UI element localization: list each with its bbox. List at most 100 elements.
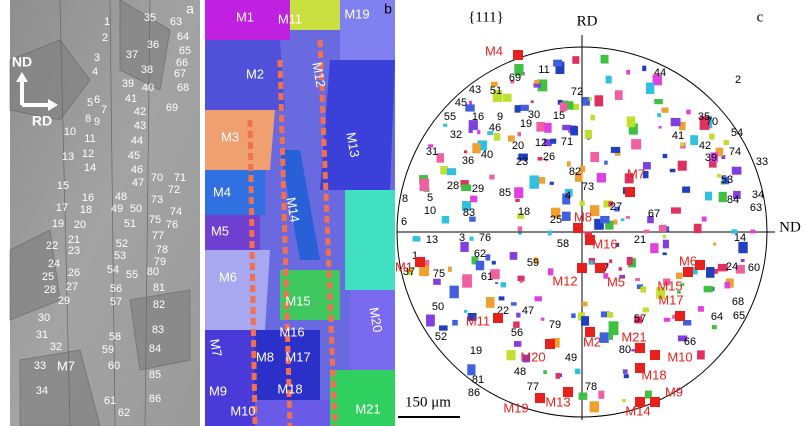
orientation-dot: [654, 99, 663, 104]
grain-label: 16: [472, 111, 484, 123]
grain-label: 59: [102, 344, 114, 356]
orientation-dot: [426, 315, 435, 327]
grain-label: 43: [134, 120, 146, 132]
grain-label: 20: [74, 219, 86, 231]
grain-label: 39: [122, 78, 134, 90]
grain-label: 48: [115, 191, 127, 203]
grain-label: 47: [132, 177, 144, 189]
orientation-dot: [597, 173, 606, 182]
grain-label: 31: [426, 146, 438, 158]
orientation-dot: [644, 230, 650, 234]
grain-label: 86: [149, 393, 161, 405]
grain-label: 84: [727, 194, 739, 206]
marked-grain-pole: [625, 187, 635, 197]
marked-grain-label: M8: [574, 209, 592, 224]
grain-label: 65: [179, 45, 191, 57]
grain-label: 85: [149, 369, 161, 381]
grain-label: 24: [726, 261, 738, 273]
grain-label: 14: [84, 162, 96, 174]
grain-label: 17: [56, 202, 68, 214]
orientation-dot: [590, 401, 599, 412]
marked-grain-label: M12: [552, 273, 577, 288]
orientation-dot: [622, 399, 626, 402]
orientation-dot: [476, 261, 484, 271]
orientation-dot: [624, 374, 629, 378]
grain-label: 71: [174, 172, 186, 184]
grain-label: 53: [114, 250, 126, 262]
orientation-dot: [661, 107, 668, 112]
grain-label: 18: [80, 204, 92, 216]
grain-label: 28: [44, 284, 56, 296]
grain-label: 23: [68, 245, 80, 257]
orientation-dot: [631, 349, 635, 351]
grain-label: 68: [177, 82, 189, 94]
grain-label: M3: [221, 129, 239, 144]
orientation-dot: [671, 118, 681, 126]
orientation-dot: [672, 315, 675, 319]
grain-label: 45: [455, 97, 467, 109]
grain-label: 72: [168, 184, 180, 196]
grain-label: M10: [230, 403, 255, 418]
grain-label: 41: [672, 130, 684, 142]
orientation-dot: [443, 124, 447, 127]
orientation-dot: [732, 167, 742, 175]
grain-label: 61: [104, 395, 116, 407]
grain-label: 52: [116, 238, 128, 250]
grain-label: 46: [489, 122, 501, 134]
grain-label: 3: [459, 232, 465, 244]
grain-label: 69: [166, 102, 178, 114]
orientation-dot: [690, 135, 698, 145]
orientation-dot: [514, 187, 523, 198]
grain-label: 38: [141, 64, 153, 76]
grain-label: 57: [634, 313, 646, 325]
grain-label: 63: [170, 16, 182, 28]
marked-grain-label: M7: [57, 358, 75, 373]
grain-label: 58: [557, 238, 569, 250]
grain-label: M6: [219, 269, 237, 284]
orientation-dot: [627, 257, 633, 265]
orientation-dot: [503, 94, 512, 102]
orientation-dot: [472, 143, 480, 153]
grain-label: M2: [246, 66, 264, 81]
grain-label: 64: [711, 311, 723, 323]
orientation-dot: [520, 281, 523, 283]
orientation-dot: [713, 243, 716, 246]
grain-label: 67: [174, 68, 186, 80]
direction-label: RD: [32, 113, 52, 129]
orientation-dot: [469, 237, 473, 241]
orientation-dot: [539, 177, 545, 184]
marked-grain-pole: [573, 223, 583, 233]
grain-label: 19: [470, 345, 482, 357]
grain-label: 77: [527, 381, 539, 393]
orientation-dot: [518, 276, 525, 282]
orientation-dot: [516, 313, 520, 318]
grain-label: 9: [94, 116, 100, 128]
orientation-dot: [529, 175, 539, 188]
orientation-dot: [518, 226, 522, 231]
grain-label: 76: [479, 232, 491, 244]
marked-grain-label: M21: [621, 329, 646, 344]
orientation-dot: [659, 225, 667, 232]
grain-label: 22: [46, 240, 58, 252]
grain-label: 60: [748, 262, 760, 274]
orientation-dot: [464, 150, 467, 153]
grain-label: 82: [569, 166, 581, 178]
orientation-dot: [562, 212, 571, 221]
grain-label: 45: [128, 150, 140, 162]
orientation-dot: [469, 101, 472, 105]
marked-grain-label: M2: [583, 334, 601, 349]
grain-label: 52: [435, 331, 447, 343]
grain-label: 61: [481, 271, 493, 283]
orientation-dot: [650, 243, 658, 253]
grain-label: 51: [490, 85, 502, 97]
orientation-dot: [448, 267, 452, 272]
orientation-dot: [566, 101, 573, 109]
grain-label: 69: [509, 72, 521, 84]
grain-label: 37: [126, 49, 138, 61]
grain-label: 49: [565, 352, 577, 364]
marked-grain-pole: [650, 350, 660, 360]
grain-label: 46: [131, 164, 143, 176]
orientation-dot: [640, 286, 646, 292]
